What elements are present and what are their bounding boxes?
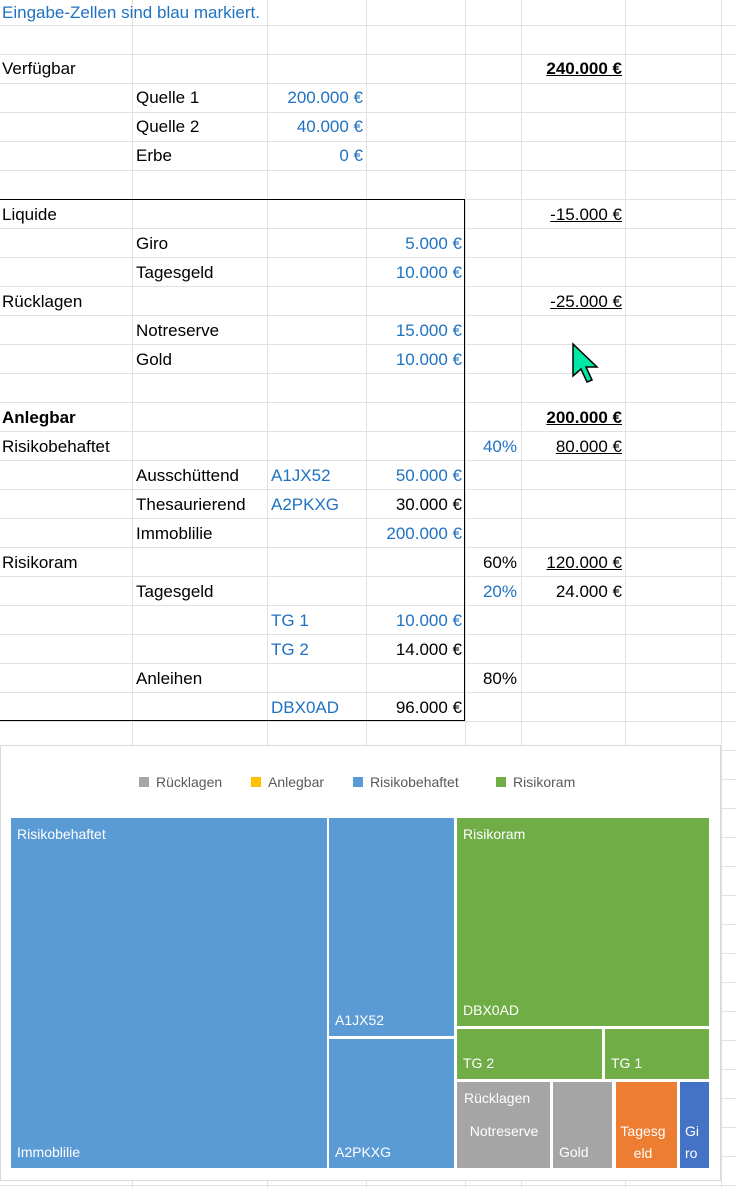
cell-verfuegbar[interactable]: Verfügbar [2,59,76,78]
gridline [0,663,736,664]
gridline [0,1185,736,1186]
cell-ausschuettend-value[interactable]: 50.000 € [395,466,462,485]
cell-risikoarm-total[interactable]: 120.000 € [546,553,622,572]
cell-quelle2[interactable]: Quelle 2 [136,117,200,136]
gridline [0,460,736,461]
cell-erbe-value[interactable]: 0 € [339,146,363,165]
cell-liquide[interactable]: Liquide [2,205,57,224]
cell-dbx-value[interactable]: 96.000 € [395,698,462,717]
cell-tg1-code[interactable]: TG 1 [271,611,309,630]
gridline [0,228,736,229]
cell-notreserve-value[interactable]: 15.000 € [395,321,462,340]
cell-tg2-value[interactable]: 14.000 € [395,640,462,659]
cell-risikobehaftet-pct[interactable]: 40% [482,437,517,456]
tile-tg2: TG 2 [457,1029,602,1079]
tile-gold: Gold [553,1082,612,1168]
cell-immobilie-value[interactable]: 200.000 € [386,524,462,543]
cell-tagesgeld[interactable]: Tagesgeld [136,263,214,282]
gridline [0,402,736,403]
cell-risikobehaftet[interactable]: Risikobehaftet [2,437,110,456]
gridline [0,257,736,258]
cell-quelle1-value[interactable]: 200.000 € [287,88,363,107]
legend-item-anlegbar: Anlegbar [251,774,324,790]
cell-notreserve[interactable]: Notreserve [136,321,220,340]
cell-tg2-code[interactable]: TG 2 [271,640,309,659]
gridline [0,373,736,374]
cell-immobilie[interactable]: Immoblilie [136,524,213,543]
cell-risikobehaftet-total[interactable]: 80.000 € [555,437,622,456]
cell-gold[interactable]: Gold [136,350,172,369]
cell-dbx-code[interactable]: DBX0AD [271,698,340,717]
legend-item-risikobehaftet: Risikobehaftet [353,774,459,790]
note-text: Eingabe-Zellen sind blau markiert. [2,3,260,22]
tile-a1jx52: A1JX52 [329,818,454,1036]
cell-quelle2-value[interactable]: 40.000 € [296,117,363,136]
cell-gold-value[interactable]: 10.000 € [395,350,462,369]
gridline [0,489,736,490]
cell-rk-tagesgeld[interactable]: Tagesgeld [136,582,214,601]
gridline [0,547,736,548]
tile-dbx0ad: Risikoram DBX0AD [457,818,709,1026]
legend-item-risikoarm: Risikoram [496,774,575,790]
mouse-cursor-icon [572,342,599,383]
gridline [0,344,736,345]
cell-thesaurierend-code[interactable]: A2PKXG [271,495,340,514]
cell-erbe[interactable]: Erbe [136,146,172,165]
cell-anlegbar-total[interactable]: 200.000 € [546,408,622,427]
cell-ruecklagen[interactable]: Rücklagen [2,292,83,311]
tile-a2pkxg: A2PKXG [329,1039,454,1168]
tile-immobilie: Risikobehaftet Immoblilie [11,818,327,1168]
cell-anleihen-pct[interactable]: 80% [482,669,517,688]
gridline [0,634,736,635]
cell-ausschuettend[interactable]: Ausschüttend [136,466,240,485]
cell-anlegbar[interactable]: Anlegbar [2,408,76,427]
gridline [0,54,736,55]
gridline [0,170,736,171]
gridline [0,141,736,142]
cell-tagesgeld-value[interactable]: 10.000 € [395,263,462,282]
cell-risikoarm[interactable]: Risikoram [2,553,78,572]
gridline [0,576,736,577]
gridline [0,83,736,84]
cell-ruecklagen-total[interactable]: -25.000 € [550,292,622,311]
cell-giro-value[interactable]: 5.000 € [405,234,462,253]
cell-risikoarm-pct[interactable]: 60% [482,553,517,572]
gridline [0,25,736,26]
tile-tg1: TG 1 [605,1029,709,1079]
gridline [0,286,736,287]
gridline [0,112,736,113]
gridline [0,431,736,432]
legend-item-ruecklagen: Rücklagen [139,774,222,790]
cell-verfuegbar-total[interactable]: 240.000 € [546,59,622,78]
bordered-range [0,199,465,721]
tile-giro: Giro [680,1082,709,1168]
treemap-chart[interactable]: Rücklagen Anlegbar Risikobehaftet Risiko… [0,745,721,1181]
cell-thesaurierend[interactable]: Thesaurierend [136,495,246,514]
cell-rk-tagesgeld-pct[interactable]: 20% [482,582,517,601]
tile-notreserve: Rücklagen Notreserve [457,1082,550,1168]
cell-liquide-total[interactable]: -15.000 € [550,205,622,224]
cell-giro[interactable]: Giro [136,234,169,253]
gridline [0,605,736,606]
gridline [0,518,736,519]
tile-tagesgeld: Tagesgeld [616,1082,677,1168]
gridline [0,315,736,316]
gridline [0,721,736,722]
cell-anleihen[interactable]: Anleihen [136,669,203,688]
cell-tg1-value[interactable]: 10.000 € [395,611,462,630]
cell-rk-tagesgeld-total[interactable]: 24.000 € [555,582,622,601]
gridline [0,692,736,693]
cell-quelle1[interactable]: Quelle 1 [136,88,200,107]
cell-thesaurierend-value[interactable]: 30.000 € [395,495,462,514]
cell-ausschuettend-code[interactable]: A1JX52 [271,466,331,485]
